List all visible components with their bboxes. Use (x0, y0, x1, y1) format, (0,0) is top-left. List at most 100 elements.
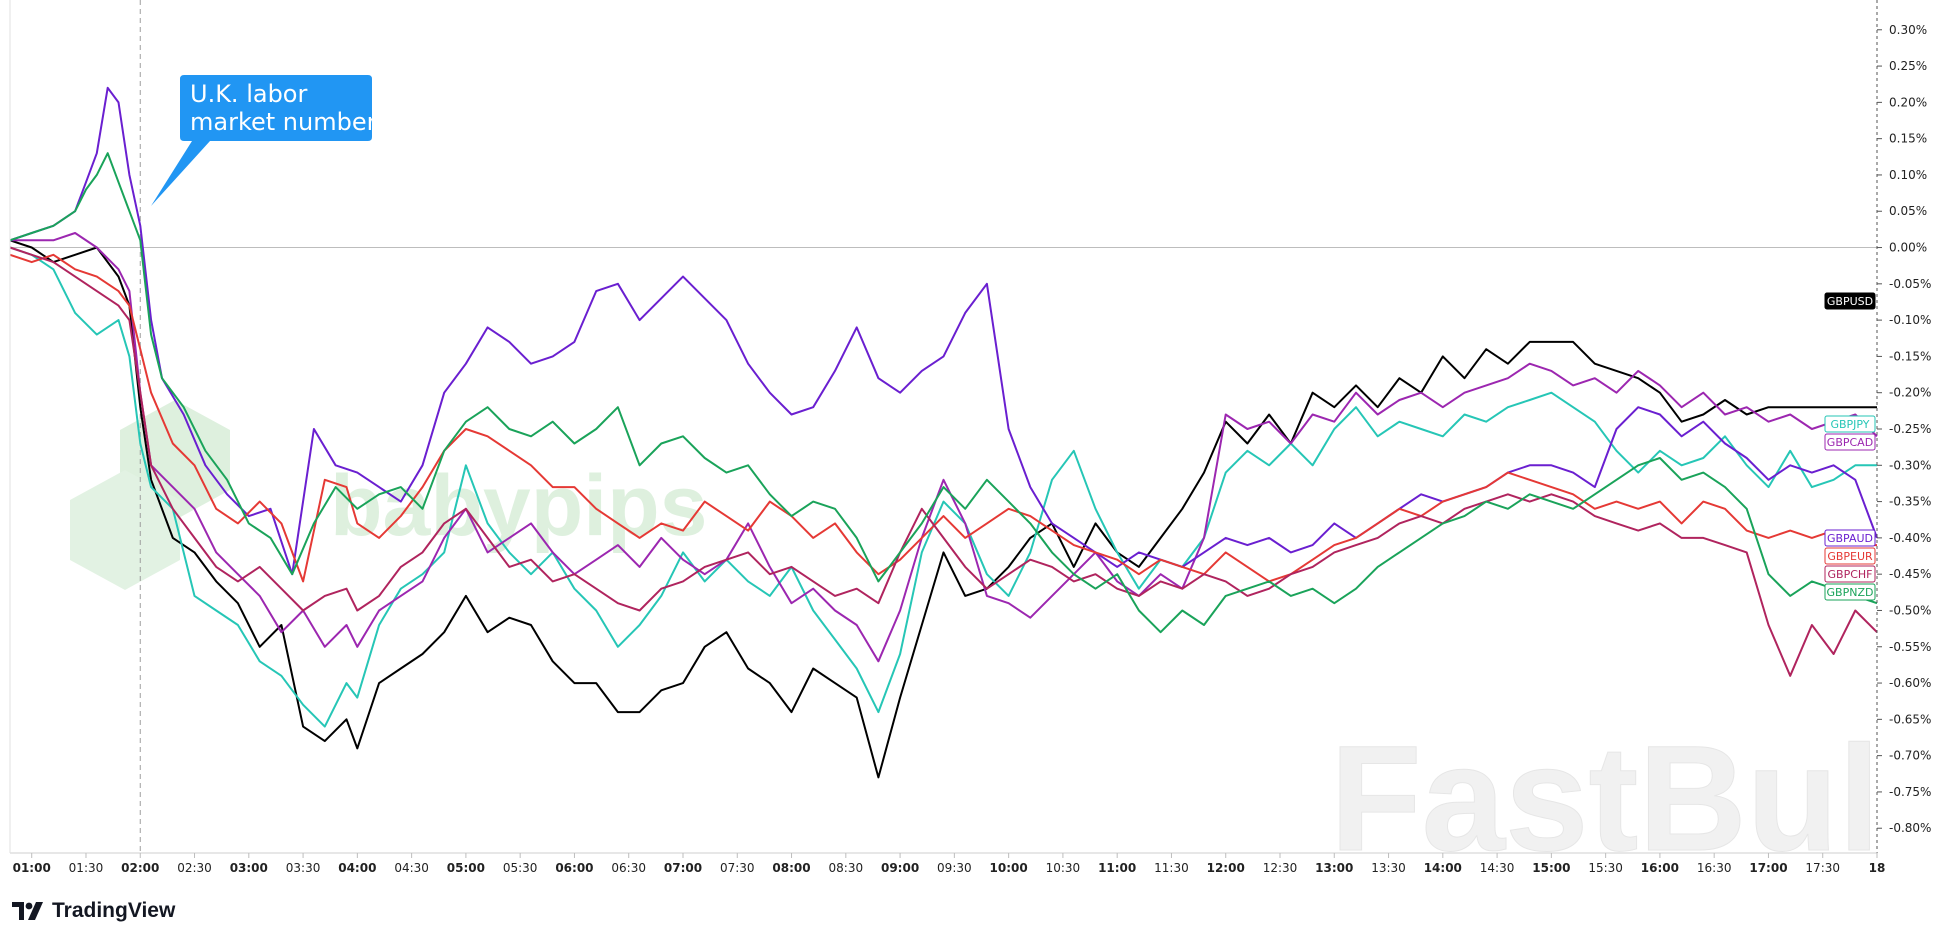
y-tick-label: -0.80% (1889, 821, 1931, 835)
price-tag-gbpaud: GBPAUD (1824, 529, 1876, 547)
x-tick-label: 11:00 (1098, 861, 1136, 875)
axes: 0.30% 0.25% 0.20% 0.15% 0.10% 0.05% 0.00% -0.05… (9, 0, 1940, 875)
price-tag-box (1824, 415, 1876, 433)
x-tick-label: 16:30 (1697, 861, 1732, 875)
x-tick-label: 15:00 (1532, 861, 1570, 875)
y-tick-label: 0.30% (1889, 23, 1927, 37)
x-tick-label: 10:30 (1046, 861, 1081, 875)
price-tag-gbpeur: GBPEUR (1824, 547, 1876, 565)
price-tag-label: GBPEUR (1827, 550, 1873, 563)
x-tick-label: 11:30 (1154, 861, 1189, 875)
series-line-gbpusd (9, 239, 1877, 779)
y-tick-label: -0.25% (1889, 422, 1931, 436)
series-lines (9, 86, 1878, 779)
babypips-logo: babypips (70, 400, 708, 590)
y-tick-label: -0.55% (1889, 640, 1931, 654)
x-tick-label: 07:30 (720, 861, 755, 875)
babypips-watermark: babypips (330, 458, 708, 554)
price-tag-label: GBPAUD (1827, 532, 1873, 545)
x-tick-label: 17:00 (1749, 861, 1787, 875)
y-tick-label: -0.15% (1889, 349, 1931, 363)
series-line-gbpaud (9, 86, 1878, 576)
x-tick-label: 17:30 (1805, 861, 1840, 875)
price-tag-box (1824, 583, 1876, 601)
price-scale-labels: GBPUSD GBPJPY GBPCAD GBPAUD GBPEUR GBPCHF GBPN… (1824, 292, 1876, 601)
series-line-gbpchf (9, 246, 1878, 677)
x-tick-label: 10:00 (990, 861, 1028, 875)
x-tick-label: 06:00 (555, 861, 593, 875)
x-tick-label: 14:30 (1480, 861, 1515, 875)
y-tick-label: -0.45% (1889, 567, 1931, 581)
x-tick-label: 13:00 (1315, 861, 1353, 875)
price-tag-box (1824, 565, 1876, 583)
x-tick-label: 15:30 (1588, 861, 1623, 875)
callout-line-2: market numbers (190, 108, 389, 136)
y-tick-label: -0.70% (1889, 749, 1931, 763)
price-tag-box (1824, 529, 1876, 547)
x-tick-label: 03:00 (230, 861, 268, 875)
y-tick-label: -0.60% (1889, 676, 1931, 690)
price-tag-label: GBPCHF (1828, 568, 1873, 581)
x-tick-label: 03:30 (286, 861, 321, 875)
price-tag-gbpnzd: GBPNZD (1824, 583, 1876, 601)
x-tick-label: 02:00 (121, 861, 159, 875)
price-tag-label: GBPJPY (1830, 418, 1869, 431)
price-tag-label: GBPUSD (1827, 295, 1873, 308)
x-tick-label: 01:00 (13, 861, 51, 875)
y-tick-label: -0.05% (1889, 277, 1931, 291)
series-line-gbpnzd (9, 152, 1878, 634)
price-tag-label: GBPNZD (1827, 586, 1874, 599)
x-tick-label: 12:30 (1263, 861, 1298, 875)
x-tick-label: 06:30 (611, 861, 646, 875)
price-tag-box (1824, 292, 1876, 310)
x-tick-label: 08:00 (772, 861, 810, 875)
y-tick-label: -0.75% (1889, 785, 1931, 799)
price-tag-gbpchf: GBPCHF (1824, 565, 1876, 583)
y-tick-label: 0.00% (1889, 241, 1927, 255)
watermarks: babypips FastBull (70, 400, 1922, 883)
y-tick-label: 0.25% (1889, 59, 1927, 73)
y-tick-label: -0.65% (1889, 712, 1931, 726)
x-tick-label: 09:30 (937, 861, 972, 875)
babypips-cube-back (70, 470, 180, 590)
x-tick-label: 12:00 (1207, 861, 1245, 875)
y-tick-label: -0.20% (1889, 386, 1931, 400)
tradingview-brand: TradingView (52, 899, 176, 922)
x-tick-label: 02:30 (177, 861, 212, 875)
price-tag-gbpcad: GBPCAD (1824, 433, 1876, 451)
price-tag-gbpjpy: GBPJPY (1824, 415, 1876, 433)
x-tick-label: 07:00 (664, 861, 702, 875)
x-tick-label: 14:00 (1424, 861, 1462, 875)
y-tick-label: 0.05% (1889, 204, 1927, 218)
callout-line-1: U.K. labor (190, 80, 307, 108)
price-tag-label: GBPCAD (1827, 436, 1873, 449)
x-tick-label: 09:00 (881, 861, 919, 875)
price-tag-box (1824, 433, 1876, 451)
tradingview-logo-icon (12, 902, 43, 920)
y-tick-label: -0.40% (1889, 531, 1931, 545)
x-tick-label: 04:30 (394, 861, 429, 875)
x-tick-label: 05:30 (503, 861, 538, 875)
callout-bubble (151, 75, 372, 206)
x-tick-label: 18 (1869, 861, 1886, 875)
series-line-gbpjpy (9, 246, 1877, 728)
price-tag-box (1824, 547, 1876, 565)
series-line-gbpeur (9, 253, 1877, 583)
y-tick-label: -0.30% (1889, 458, 1931, 472)
x-tick-label: 13:30 (1371, 861, 1406, 875)
y-tick-label: 0.10% (1889, 168, 1927, 182)
y-tick-label: -0.50% (1889, 603, 1931, 617)
fastbull-watermark: FastBull (1330, 714, 1922, 882)
y-tick-label: 0.20% (1889, 95, 1927, 109)
x-tick-label: 05:00 (447, 861, 485, 875)
babypips-cube-front (120, 400, 230, 520)
y-tick-label: -0.10% (1889, 313, 1931, 327)
x-tick-label: 01:30 (69, 861, 104, 875)
chart-grid (10, 0, 1877, 852)
x-tick-label: 08:30 (829, 861, 864, 875)
x-tick-label: 04:00 (338, 861, 376, 875)
y-tick-label: -0.35% (1889, 495, 1931, 509)
